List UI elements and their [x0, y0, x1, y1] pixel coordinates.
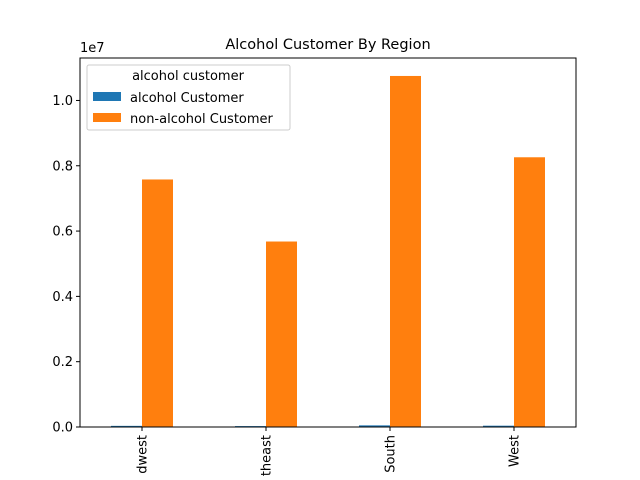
y-scale-label: 1e7 — [80, 41, 105, 56]
x-tick-label: West — [508, 435, 523, 467]
x-tick-label: theast — [260, 435, 275, 476]
plot-frame — [79, 57, 577, 428]
y-tick-label: 1.0 — [52, 94, 73, 109]
bar-non-alcohol-customer-northeast — [266, 241, 297, 427]
bar-alcohol-customer-midwest — [111, 425, 142, 427]
x-tick-label: South — [384, 435, 399, 473]
legend-swatch-alcohol-customer — [93, 92, 121, 101]
y-tick-label: 0.4 — [52, 290, 73, 305]
y-axis: 0.0 0.2 0.4 0.6 0.8 1.0 — [52, 94, 80, 436]
y-tick-label: 0.6 — [52, 225, 73, 240]
bar-alcohol-customer-west — [483, 425, 514, 427]
y-tick-label: 0.2 — [52, 355, 73, 370]
bar-non-alcohol-customer-south — [390, 75, 421, 427]
legend-swatch-non-alcohol-customer — [93, 113, 121, 122]
bars — [111, 75, 545, 427]
bar-non-alcohol-customer-west — [514, 157, 545, 427]
bar-non-alcohol-customer-midwest — [142, 179, 173, 427]
chart-title: Alcohol Customer By Region — [225, 37, 430, 53]
legend-title: alcohol customer — [132, 69, 244, 84]
legend-label-non-alcohol-customer: non-alcohol Customer — [130, 112, 274, 127]
x-axis: dwest theast South West — [136, 427, 523, 476]
legend-box — [86, 64, 291, 131]
legend-label-alcohol-customer: alcohol Customer — [130, 91, 244, 106]
y-tick-label: 0.0 — [52, 421, 73, 436]
y-tick-label: 0.8 — [52, 159, 73, 174]
legend: alcohol customer alcohol Customer non-al… — [86, 64, 291, 131]
x-tick-label: dwest — [136, 435, 151, 474]
bar-alcohol-customer-south — [359, 425, 390, 427]
